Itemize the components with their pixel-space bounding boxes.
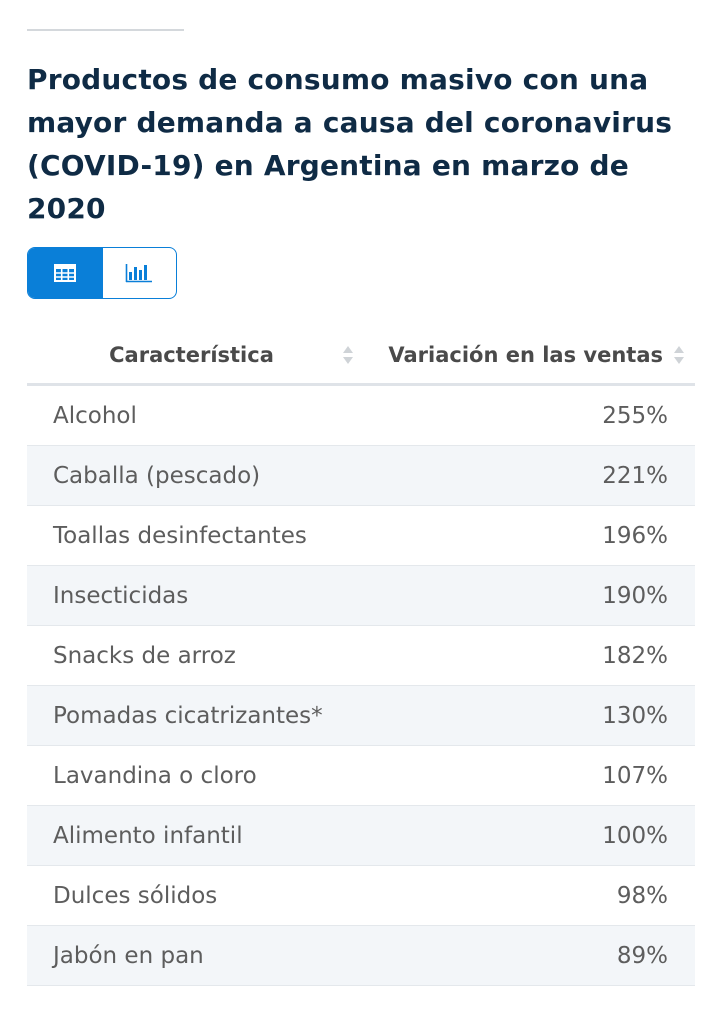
table-row: Insecticidas 190% <box>27 565 695 626</box>
table-header-row: Característica Variación en las ventas <box>27 327 695 386</box>
row-label: Alcohol <box>27 384 362 446</box>
row-label: Alimento infantil <box>27 805 362 866</box>
row-value: 107% <box>362 745 695 806</box>
table-row: Alcohol 255% <box>27 384 695 446</box>
column-header-label: Característica <box>109 343 274 367</box>
sort-icon <box>343 346 353 364</box>
column-header-characteristic[interactable]: Característica <box>27 327 362 386</box>
table-row: Snacks de arroz 182% <box>27 625 695 686</box>
row-value: 221% <box>362 445 695 506</box>
column-header-label: Variación en las ventas <box>388 343 663 367</box>
table-row: Pomadas cicatrizantes* 130% <box>27 685 695 746</box>
top-divider <box>27 29 184 31</box>
row-value: 190% <box>362 565 695 626</box>
table-row: Dulces sólidos 98% <box>27 865 695 926</box>
bar-chart-icon <box>125 264 153 283</box>
row-label: Lavandina o cloro <box>27 745 362 806</box>
table-row: Jabón en pan 89% <box>27 925 695 986</box>
table-row: Caballa (pescado) 221% <box>27 445 695 506</box>
column-header-sales-variation[interactable]: Variación en las ventas <box>362 327 695 386</box>
row-label: Snacks de arroz <box>27 625 362 686</box>
row-value: 100% <box>362 805 695 866</box>
chart-view-button[interactable] <box>101 248 177 298</box>
row-label: Insecticidas <box>27 565 362 626</box>
data-table: Característica Variación en las ventas <box>27 327 695 986</box>
sort-icon <box>674 346 684 364</box>
row-value: 89% <box>362 925 695 986</box>
page-title: Productos de consumo masivo con una mayo… <box>27 63 673 225</box>
row-value: 196% <box>362 505 695 566</box>
table-row: Lavandina o cloro 107% <box>27 745 695 806</box>
row-value: 182% <box>362 625 695 686</box>
row-value: 255% <box>362 384 695 446</box>
row-label: Dulces sólidos <box>27 865 362 926</box>
table-icon <box>53 264 76 282</box>
table-row: Toallas desinfectantes 196% <box>27 505 695 566</box>
data-table-container: Característica Variación en las ventas <box>27 327 695 986</box>
row-label: Toallas desinfectantes <box>27 505 362 566</box>
row-label: Pomadas cicatrizantes* <box>27 685 362 746</box>
row-value: 98% <box>362 865 695 926</box>
row-label: Jabón en pan <box>27 925 362 986</box>
row-value: 130% <box>362 685 695 746</box>
table-view-button[interactable] <box>28 248 102 298</box>
row-label: Caballa (pescado) <box>27 445 362 506</box>
table-row: Alimento infantil 100% <box>27 805 695 866</box>
view-toggle <box>27 247 177 299</box>
